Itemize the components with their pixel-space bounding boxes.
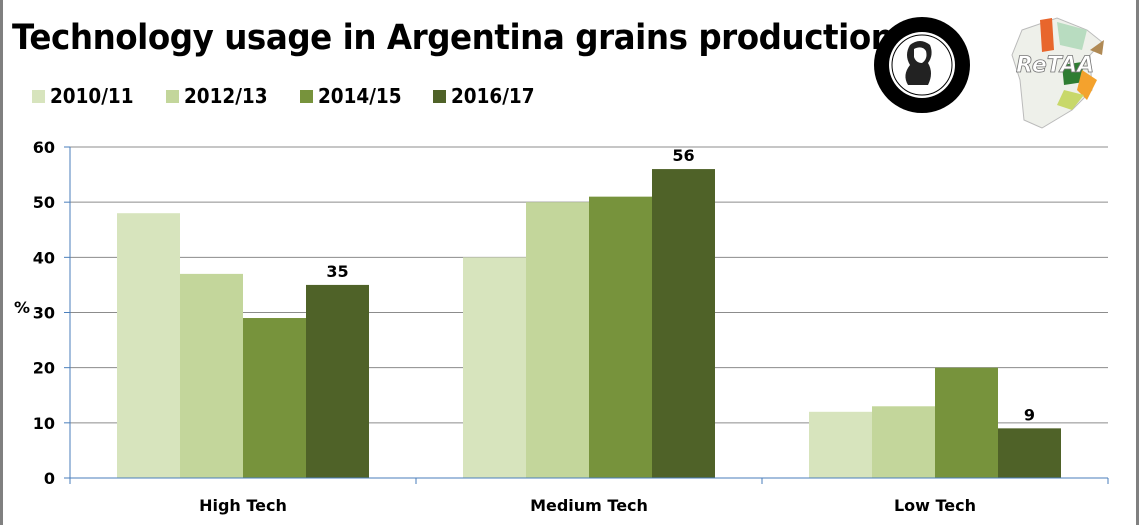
legend-label: 2012/13 xyxy=(183,84,268,108)
bar-2012-13-low-tech xyxy=(872,406,935,478)
data-label: 56 xyxy=(672,146,694,165)
legend-swatch xyxy=(299,89,313,103)
legend-item: 2010/11 xyxy=(32,84,141,108)
bar-2016-17-medium-tech xyxy=(652,169,715,479)
y-tick-label: 10 xyxy=(33,414,55,433)
y-tick-label: 40 xyxy=(33,248,55,267)
bar-2010-11-low-tech xyxy=(809,411,872,478)
legend-label: 2016/17 xyxy=(451,84,535,108)
bar-2014-15-high-tech xyxy=(243,318,306,478)
y-tick-label: 50 xyxy=(33,193,55,212)
y-tick-label: 30 xyxy=(33,304,55,323)
legend-swatch xyxy=(165,89,179,103)
legend-item: 2012/13 xyxy=(165,84,275,108)
data-label: 35 xyxy=(326,262,348,281)
bar-2012-13-medium-tech xyxy=(526,202,589,478)
y-tick-label: 20 xyxy=(33,359,55,378)
bar-2016-17-low-tech xyxy=(998,428,1061,478)
legend-swatch xyxy=(433,89,447,103)
legend-swatch xyxy=(32,89,45,103)
bar-2016-17-high-tech xyxy=(306,284,369,478)
legend: 2010/11 2012/13 2014/15 2016/17 xyxy=(32,84,567,108)
legend-label: 2014/15 xyxy=(317,84,402,108)
legend-label: 2010/11 xyxy=(50,84,134,108)
bar-2010-11-high-tech xyxy=(117,213,180,478)
bar-2014-15-low-tech xyxy=(935,367,998,478)
bar-2010-11-medium-tech xyxy=(463,257,526,478)
legend-item: 2014/15 xyxy=(299,84,409,108)
bolsa-cereales-seal-logo xyxy=(874,17,970,113)
legend-item: 2016/17 xyxy=(433,84,542,108)
chart-title: Technology usage in Argentina grains pro… xyxy=(12,18,894,58)
y-axis-label: % xyxy=(14,298,30,317)
x-tick-label: Low Tech xyxy=(894,496,976,515)
data-label: 9 xyxy=(1024,405,1035,424)
y-tick-label: 0 xyxy=(44,469,55,488)
x-tick-label: High Tech xyxy=(199,496,287,515)
y-tick-label: 60 xyxy=(33,138,55,157)
svg-text:ReTAA: ReTAA xyxy=(1016,53,1094,78)
x-tick-label: Medium Tech xyxy=(530,496,648,515)
retaa-logo: ReTAA xyxy=(1011,17,1104,129)
bar-2014-15-medium-tech xyxy=(589,196,652,478)
bar-2012-13-high-tech xyxy=(180,273,243,478)
